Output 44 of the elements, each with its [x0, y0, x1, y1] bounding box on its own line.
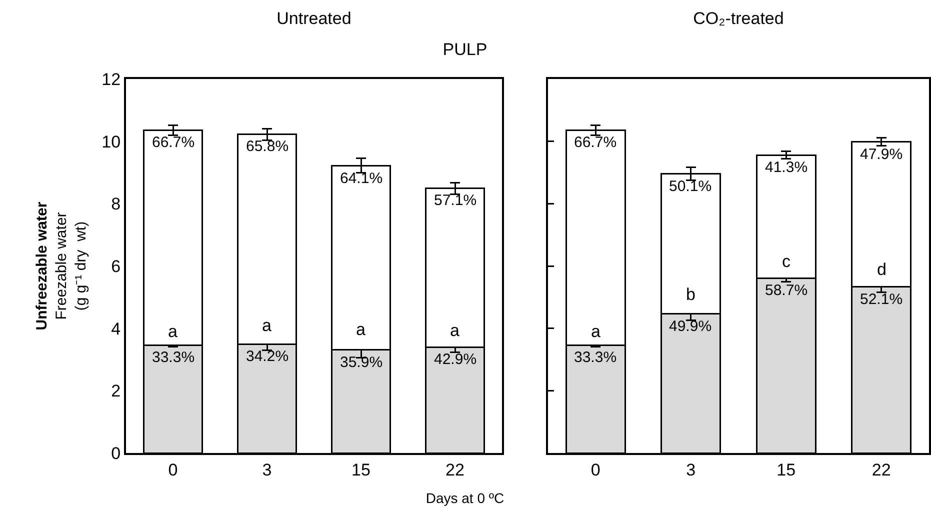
- annotation: 57.1%: [434, 192, 477, 209]
- annotation: a: [262, 316, 272, 335]
- x-tick-label: 15: [352, 460, 370, 480]
- y-tick-label: 6: [111, 256, 121, 276]
- x-axis-title: Days at 0 ºC: [424, 490, 506, 506]
- annotation: c: [782, 252, 791, 271]
- y-tick-label: 4: [111, 319, 121, 338]
- y-axis-title: Unfreezable water Freezable water (g g⁻¹ dry wt): [33, 202, 90, 330]
- x-tick-label: 0: [168, 460, 178, 480]
- annotation: 65.8%: [246, 138, 289, 155]
- annotation: 33.3%: [152, 349, 195, 366]
- chart-title: CO₂-treated: [693, 8, 784, 28]
- annotation: 64.1%: [340, 170, 383, 187]
- y-tick-label: 0: [111, 444, 121, 463]
- annotation: 33.3%: [574, 349, 617, 366]
- annotation: 58.7%: [765, 282, 808, 299]
- y-tick-label: 2: [111, 382, 121, 401]
- annotation: a: [591, 322, 601, 341]
- annotation: 35.9%: [340, 354, 383, 371]
- annotation: 66.7%: [574, 134, 617, 151]
- y-tick-label: 12: [102, 70, 121, 89]
- annotation: 50.1%: [669, 178, 712, 195]
- annotation: 66.7%: [152, 134, 195, 151]
- x-tick-label: 15: [776, 460, 796, 480]
- annotation: 34.2%: [246, 348, 289, 365]
- chart-subtitle: PULP: [442, 40, 488, 60]
- x-tick-label: 3: [262, 460, 272, 480]
- chart-title: Untreated: [276, 8, 352, 28]
- annotation: a: [450, 321, 460, 340]
- x-tick-label: 22: [872, 460, 891, 480]
- y-tick-label: 10: [102, 132, 121, 152]
- x-tick-label: 0: [590, 460, 600, 480]
- annotation: 52.1%: [860, 291, 903, 308]
- annotation: 47.9%: [860, 146, 903, 163]
- annotation: 41.3%: [765, 159, 808, 176]
- annotation: b: [686, 285, 696, 304]
- x-tick-label: 22: [446, 460, 464, 480]
- x-tick-label: 3: [686, 460, 696, 480]
- annotation: d: [877, 260, 886, 279]
- annotation: a: [168, 322, 178, 341]
- y-tick-label: 8: [111, 194, 121, 214]
- annotation: 42.9%: [434, 351, 477, 368]
- annotation: 49.9%: [669, 318, 712, 335]
- annotation: a: [356, 320, 366, 339]
